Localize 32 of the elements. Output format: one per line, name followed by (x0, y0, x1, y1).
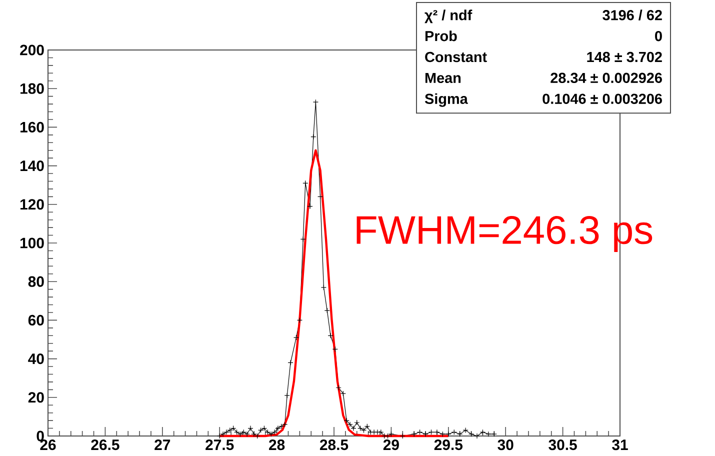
y-tick-label: 160 (20, 122, 44, 132)
y-tick-label: 100 (20, 238, 44, 248)
x-tick-label: 27 (154, 440, 170, 450)
text: 0 (655, 30, 662, 42)
x-tick-label: 26 (40, 440, 56, 450)
annotation: Sigma (424, 93, 468, 107)
text: χ² / ndf (424, 10, 472, 24)
x-tick-label: 30.5 (548, 440, 577, 450)
y-tick-label: 40 (28, 354, 44, 364)
x-tick-label: 28 (269, 440, 285, 450)
text: 3196 / 62 (602, 10, 662, 20)
y-tick-label: 60 (28, 314, 44, 326)
annotation: Mean (425, 72, 461, 84)
annotation: 0.1046 ± 0.003206 (542, 94, 662, 104)
y-tick-label: 80 (28, 276, 44, 287)
x-tick-label: 27.5 (206, 440, 234, 450)
text: Prob (425, 30, 457, 42)
y-tick-label: 180 (20, 83, 44, 94)
y-tick-label: 20 (28, 392, 44, 403)
y-tick-label: 140 (20, 160, 44, 172)
y-tick-label: 0 (36, 430, 44, 442)
y-tick-label: 200 (20, 44, 44, 56)
x-tick-label: 26.5 (91, 440, 120, 450)
x-tick-label: 29.5 (434, 440, 463, 450)
x-tick-label: 31 (612, 440, 628, 450)
y-tick-label: 120 (20, 199, 44, 210)
annotation: 148 ± 3.702 (587, 52, 662, 62)
x-tick-label: 28.5 (320, 440, 348, 450)
x-tick-label: 29 (383, 440, 399, 450)
annotation: Constant (425, 52, 487, 62)
x-tick-label: 30 (498, 440, 514, 450)
annotation: 28.34 ± 0.002926 (550, 72, 662, 84)
